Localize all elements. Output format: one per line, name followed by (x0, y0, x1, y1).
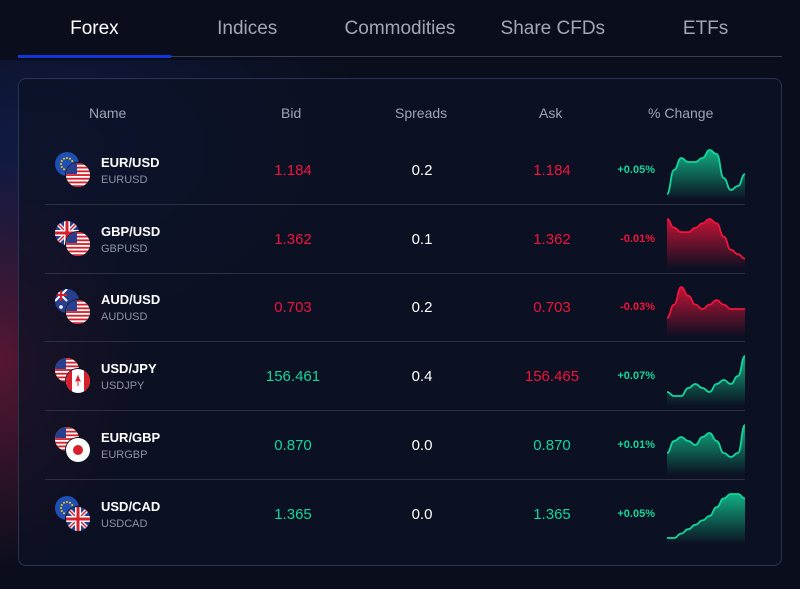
currency-flags (55, 426, 93, 465)
sparkline-chart (667, 355, 745, 407)
tab-indices[interactable]: Indices (217, 18, 278, 39)
ask-price: 0.870 (533, 436, 571, 454)
spread-value: 0.2 (411, 299, 433, 317)
bid-price: 1.362 (274, 230, 312, 248)
spread-value: 0.0 (411, 436, 433, 454)
ask-price: 0.703 (533, 299, 571, 317)
pair-code: EURGBP (101, 448, 148, 461)
spread-value: 0.2 (411, 162, 433, 179)
us-flag-icon (66, 300, 90, 325)
sparkline-chart (667, 492, 745, 544)
ca-flag-icon (66, 369, 90, 394)
currency-flags (55, 358, 93, 396)
bid-price: 1.365 (274, 505, 312, 523)
sparkline-line (667, 286, 745, 320)
gb-flag-icon (66, 506, 90, 531)
bid-price: 0.703 (274, 299, 312, 317)
spread-value: 0.0 (411, 505, 433, 523)
column-header-change: % Change (648, 105, 714, 121)
spread-value: 0.1 (411, 230, 433, 248)
currency-flags (55, 495, 93, 534)
percent-change: +0.07% (617, 370, 655, 383)
sparkline-area (667, 356, 745, 407)
jp-flag-icon (66, 437, 90, 462)
ask-price: 1.184 (533, 162, 571, 179)
percent-change: -0.01% (620, 232, 655, 245)
pair-name: USD/JPY (101, 361, 157, 377)
tab-share-cfds[interactable]: Share CFDs (500, 18, 606, 39)
us-flag-icon (66, 231, 90, 256)
pair-name: GBP/USD (101, 223, 161, 239)
sparkline-chart (667, 149, 745, 200)
sparkline-line (667, 149, 745, 195)
sparkline-area (667, 218, 745, 269)
us-flag-icon (66, 163, 90, 187)
column-header-ask: Ask (539, 105, 563, 121)
column-header-name: Name (89, 105, 127, 121)
percent-change: -0.03% (620, 301, 655, 314)
table-row[interactable]: USD/JPY USDJPY 156.461 0.4 156.465 +0.07… (45, 342, 745, 412)
pair-code: USDCAD (101, 517, 148, 530)
quotes-table: Name Bid Spreads Ask % Change EUR/USD EU… (18, 78, 782, 566)
table-row[interactable]: EUR/GBP EURGBP 0.870 0.0 0.870 +0.01% (45, 411, 745, 480)
ask-price: 156.465 (524, 368, 580, 386)
sparkline-chart (667, 286, 745, 338)
sparkline-area (667, 424, 745, 475)
table-row[interactable]: USD/CAD USDCAD 1.365 0.0 1.365 +0.05% (45, 480, 745, 549)
sparkline-line (667, 217, 745, 260)
bid-price: 156.461 (265, 368, 321, 386)
pair-code: EURUSD (101, 174, 148, 186)
pair-code: AUDUSD (101, 311, 148, 324)
percent-change: +0.05% (617, 164, 655, 176)
ask-price: 1.362 (533, 230, 571, 248)
currency-flags (55, 220, 93, 259)
tab-forex[interactable]: Forex (18, 0, 171, 58)
pair-code: USDJPY (101, 380, 145, 393)
tab-etfs[interactable]: ETFs (682, 18, 729, 39)
bid-price: 0.870 (274, 436, 312, 454)
market-tabs: Forex Indices Commodities Share CFDs ETFs (18, 0, 782, 58)
sparkline-chart (667, 217, 745, 269)
percent-change: +0.01% (617, 438, 655, 451)
table-row[interactable]: AUD/USD AUDUSD 0.703 0.2 0.703 -0.03% (45, 273, 745, 343)
pair-code: GBPUSD (101, 242, 148, 255)
column-header-spreads: Spreads (395, 105, 448, 121)
sparkline-line (667, 492, 745, 539)
currency-flags (55, 152, 93, 190)
percent-change: +0.05% (617, 507, 655, 520)
sparkline-chart (667, 423, 745, 475)
pair-name: EUR/USD (101, 155, 160, 170)
sparkline-line (667, 355, 745, 397)
pair-name: USD/CAD (101, 498, 161, 514)
tab-commodities[interactable]: Commodities (344, 18, 456, 39)
table-row[interactable]: GBP/USD GBPUSD 1.362 0.1 1.362 -0.01% (45, 205, 745, 274)
pair-name: AUD/USD (101, 292, 161, 308)
sparkline-area (667, 287, 745, 338)
bid-price: 1.184 (274, 162, 312, 179)
column-header-bid: Bid (281, 105, 302, 121)
table-row[interactable]: EUR/USD EURUSD 1.184 0.2 1.184 +0.05% (45, 136, 745, 205)
pair-name: EUR/GBP (101, 429, 161, 445)
ask-price: 1.365 (533, 505, 571, 523)
sparkline-area (667, 150, 745, 200)
sparkline-line (667, 423, 745, 458)
currency-flags (55, 289, 93, 327)
spread-value: 0.4 (411, 368, 433, 386)
